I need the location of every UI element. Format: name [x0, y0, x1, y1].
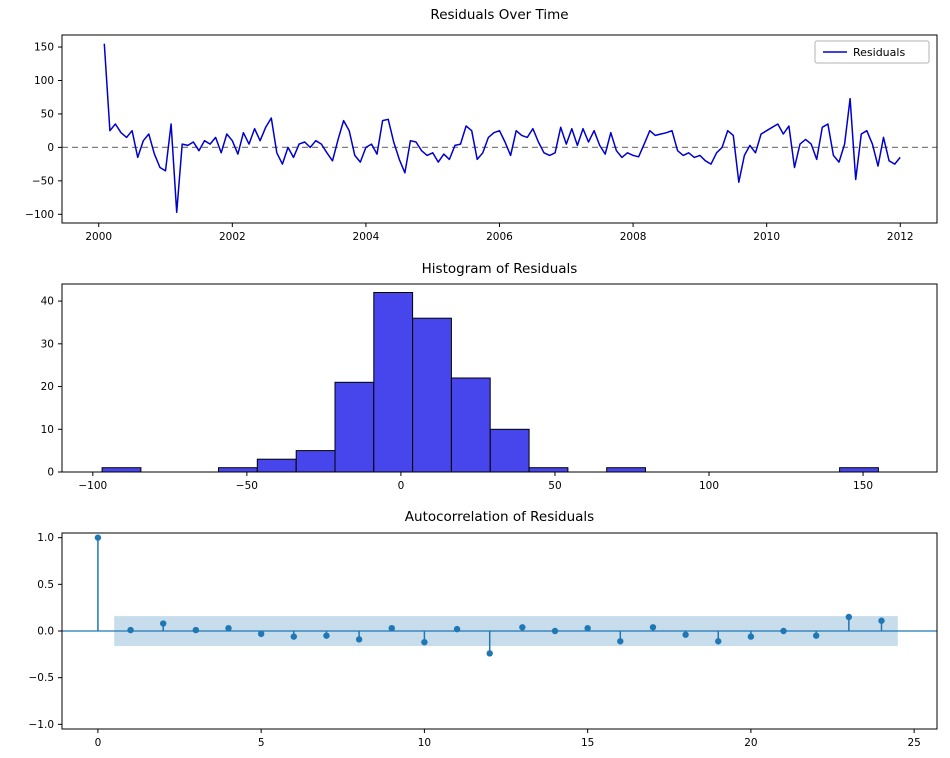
x-tick-label: 2004: [353, 231, 380, 243]
x-tick-label: 2006: [486, 231, 513, 243]
acf-marker: [388, 625, 395, 632]
x-tick-label: 100: [699, 480, 719, 492]
x-tick-label: 20: [744, 737, 757, 749]
x-tick-label: 150: [853, 480, 873, 492]
histogram-bar: [489, 428, 530, 473]
subplot-autocorrelation: Autocorrelation of Residuals 0 5 10 15 20 25 −…: [0, 502, 950, 758]
histogram-bar: [528, 467, 569, 473]
x-tick-label: 15: [581, 737, 594, 749]
y-tick-label: 0.0: [37, 626, 54, 638]
y-tick-label: −0.5: [29, 672, 55, 684]
y-tick-label: 40: [41, 296, 54, 308]
legend-box: [814, 40, 930, 64]
x-tick-label: 25: [907, 737, 920, 749]
x-tick-label: 50: [548, 480, 561, 492]
residuals-acf-plot: 0 5 10 15 20 25 −1.0 −0.5 0.0 0.5 1.0: [29, 532, 938, 749]
histogram-bar: [295, 450, 336, 473]
subplot-histogram: Histogram of Residuals −100 −50 0 50 100 150 0…: [0, 254, 950, 502]
acf-marker: [355, 636, 363, 643]
acf-marker: [486, 650, 493, 657]
histogram-bar: [218, 467, 258, 473]
x-tick-label: −50: [236, 480, 258, 492]
histogram-bar: [606, 467, 647, 473]
y-tick-label: 0.5: [37, 579, 54, 591]
acf-marker: [551, 627, 559, 635]
x-tick-label: 5: [258, 737, 265, 749]
acf-marker: [94, 534, 102, 541]
acf-marker: [257, 630, 265, 637]
acf-marker: [682, 631, 689, 638]
residuals-time-series-plot: 2000 2002 2004 2006 2008 2010 2012 −100 −50 0 50 10…: [25, 34, 938, 243]
acf-marker: [878, 617, 885, 624]
subplot-residuals-over-time: Residuals Over Time 2000 2002 2004 2006 2008…: [0, 0, 950, 254]
acf-marker: [649, 624, 657, 631]
acf-marker: [421, 639, 428, 646]
y-tick-label: 10: [41, 424, 54, 436]
y-tick-label: 100: [34, 75, 54, 87]
y-tick-label: 50: [41, 108, 54, 120]
acf-marker: [192, 626, 200, 634]
x-tick-label: 2012: [887, 231, 914, 243]
histogram-bar: [412, 317, 452, 473]
plot-title-autocorrelation: Autocorrelation of Residuals: [404, 509, 595, 525]
acf-marker: [812, 632, 820, 639]
acf-marker: [225, 625, 232, 632]
histogram-bar: [839, 467, 879, 473]
y-tick-label: 150: [34, 42, 54, 54]
x-tick-label: 2008: [620, 231, 647, 243]
axes-frame: [61, 34, 938, 224]
residuals-line: [103, 43, 901, 214]
x-tick-label: 0: [95, 737, 102, 749]
acf-marker: [127, 626, 134, 634]
plot-title-histogram: Histogram of Residuals: [421, 261, 578, 277]
y-tick-label: 30: [41, 338, 54, 350]
acf-marker: [323, 632, 330, 639]
y-tick-label: 0: [47, 467, 54, 479]
histogram-bar: [450, 377, 491, 473]
acf-marker: [747, 633, 755, 640]
acf-marker: [617, 638, 624, 645]
histogram-bar: [334, 381, 375, 473]
acf-marker: [715, 638, 722, 645]
histogram-bar: [256, 458, 297, 473]
y-tick-label: −1.0: [29, 719, 55, 731]
axes-frame: [61, 283, 938, 473]
acf-marker: [290, 633, 298, 640]
x-tick-label: 2010: [753, 231, 780, 243]
acf-marker: [519, 624, 526, 631]
y-tick-label: −50: [32, 175, 54, 187]
x-tick-label: 0: [398, 480, 405, 492]
acf-marker: [780, 627, 787, 635]
y-tick-label: −100: [25, 209, 54, 221]
residuals-histogram-plot: −100 −50 0 50 100 150 0 10 20 30 40: [41, 283, 938, 492]
y-tick-label: 0: [47, 142, 54, 154]
histogram-bar: [373, 292, 414, 473]
x-tick-label: 10: [418, 737, 431, 749]
acf-marker: [160, 620, 167, 627]
plot-title-residuals-over-time: Residuals Over Time: [430, 7, 569, 23]
acf-marker: [453, 625, 461, 633]
acf-marker: [845, 613, 853, 621]
x-tick-label: −100: [78, 480, 107, 492]
x-tick-label: 2000: [85, 231, 112, 243]
histogram-bar: [101, 467, 142, 473]
legend-label: Residuals: [853, 46, 905, 59]
y-tick-label: 20: [41, 381, 54, 393]
acf-marker: [584, 625, 591, 632]
x-tick-label: 2002: [219, 231, 246, 243]
y-tick-label: 1.0: [37, 532, 54, 544]
